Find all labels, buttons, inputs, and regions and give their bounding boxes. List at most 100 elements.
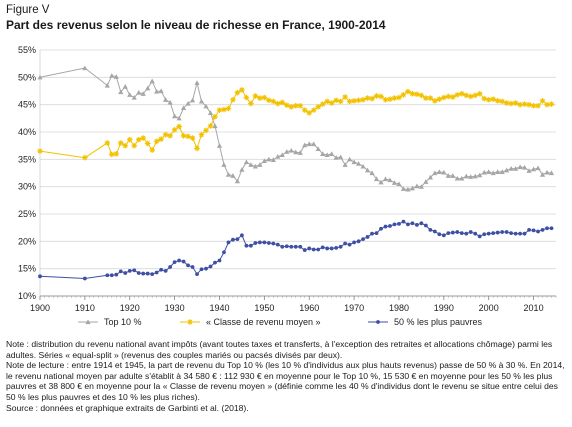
data-point [423,179,429,184]
data-point [158,136,164,142]
data-point [530,166,537,172]
data-point [132,268,137,273]
data-point [436,169,442,174]
data-point [544,169,550,175]
data-point [231,237,235,242]
data-point [153,138,160,145]
data-point [346,98,353,105]
data-point [261,158,267,164]
data-point [140,135,146,141]
data-point [427,95,434,101]
data-point [302,142,308,148]
y-tick-label: 25% [18,209,36,219]
y-tick-label: 40% [18,127,36,137]
data-point [342,162,348,167]
data-point [401,219,406,224]
data-point [405,88,411,95]
data-point [189,135,196,141]
data-point [383,224,388,229]
data-point [82,154,88,161]
x-tick-label: 1960 [299,303,319,313]
data-point [454,175,460,181]
data-point [370,231,374,236]
data-point [522,231,527,236]
y-tick-label: 55% [18,45,36,55]
data-point [500,230,505,234]
series-line [39,221,552,280]
data-point [266,241,271,245]
data-point [446,231,451,236]
data-point [441,94,447,101]
x-axis-tick-labels: 1900 1910 1920 1930 1940 1950 1960 1970 1980 1990… [30,303,544,313]
data-point [127,268,132,273]
data-point [535,165,541,171]
x-tick-label: 2010 [524,303,544,313]
source-text: Source : données et graphique extraits d… [6,402,249,413]
data-point [369,170,375,176]
data-point [324,98,330,105]
data-point [526,168,532,173]
data-point [194,80,200,85]
data-point [503,100,510,106]
data-point [293,149,299,155]
data-point [154,88,160,94]
data-point [221,162,227,167]
data-point [392,222,397,227]
data-point [315,146,321,152]
data-point [343,241,348,246]
data-point [320,245,325,250]
data-point [248,243,253,248]
data-point [171,127,178,133]
data-point [243,94,250,101]
data-point [450,173,456,178]
data-point [284,244,289,249]
y-tick-label: 20% [18,236,36,246]
data-point [105,273,110,278]
data-point [508,100,514,107]
data-point [459,231,464,236]
series-line [39,67,552,190]
data-point [37,148,43,154]
data-point [361,237,365,242]
data-point [477,234,482,239]
x-tick-label: 1910 [75,303,95,313]
data-point [499,169,505,174]
data-point [400,92,407,98]
legend-item-3: 50 % les plus pauvres [368,317,483,327]
data-point [168,265,173,269]
data-point [270,157,276,162]
data-point [118,89,124,95]
data-point [406,222,410,227]
data-point [391,180,398,185]
data-point [225,105,232,112]
data-point [396,94,402,101]
data-point [463,92,470,99]
data-point [225,172,232,177]
data-point [104,82,110,88]
data-point [243,159,249,165]
data-point [518,231,523,236]
data-point [145,271,150,276]
data-point [432,170,438,176]
data-point [337,98,344,105]
data-point [423,223,428,228]
y-axis-tick-labels: 10% 15% 20% 25% 30% 35% 40% 45% 50% 55% [18,45,36,301]
data-point [388,224,392,228]
data-point [163,268,168,273]
data-point [414,91,420,98]
data-point [347,156,353,162]
data-point [203,127,209,134]
data-point [419,221,424,226]
data-point [176,123,182,130]
data-point [216,107,223,113]
legend: Top 10 % « Classe de revenu moyen » 50 % l… [78,317,483,327]
data-point [356,239,361,244]
data-point [504,230,509,234]
legend-item-2: « Classe de revenu moyen » [180,317,321,327]
series-1 [37,65,555,192]
data-point [387,177,393,183]
data-point [288,104,295,110]
data-point [387,96,393,102]
data-point [509,231,514,236]
y-tick-label: 45% [18,100,36,110]
